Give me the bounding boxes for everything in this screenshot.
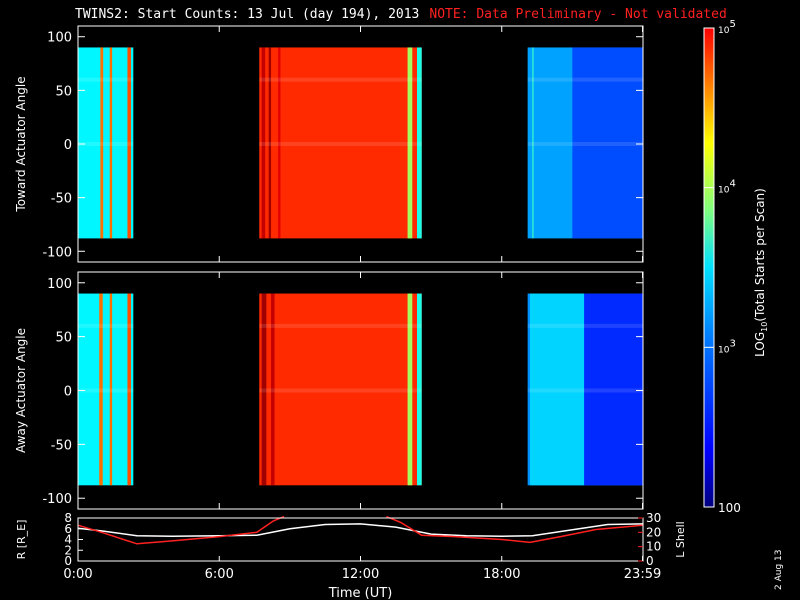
data-block <box>259 293 422 486</box>
data-stripe <box>278 47 281 239</box>
chart-title: TWINS2: Start Counts: 13 Jul (day 194), … <box>75 7 727 22</box>
data-stripe <box>127 47 131 239</box>
data-stripe <box>407 47 413 239</box>
left-axis-label: R [R_E] <box>15 520 28 560</box>
data-stripe <box>99 293 103 486</box>
data-stripe <box>261 293 267 486</box>
angle-band <box>259 77 422 82</box>
right-axis-label: L Shell <box>674 521 687 557</box>
colorbar-tick-base: 10 <box>718 26 730 36</box>
y-tick-label: -50 <box>51 192 72 207</box>
angle-band <box>259 323 422 328</box>
angle-band <box>259 142 422 146</box>
data-stripe <box>407 293 413 486</box>
data-stripe <box>530 293 585 486</box>
colorbar-label-log: LOG <box>753 332 767 357</box>
away-panel: 100 50 0 -50 -100 Away Actuator Angle <box>14 271 644 510</box>
data-stripe <box>109 47 113 239</box>
right-y-tick-label: 0 <box>646 554 654 568</box>
radius-line <box>78 523 643 538</box>
data-stripe <box>584 293 643 486</box>
colorbar-gradient <box>703 27 715 508</box>
y-tick-label: 100 <box>47 31 72 46</box>
data-stripe <box>100 47 104 239</box>
data-block <box>78 293 134 486</box>
title-note: NOTE: Data Preliminary - Not validated <box>429 7 727 22</box>
toward-panel: 100 50 0 -50 -100 Toward Actuator Angle <box>14 25 644 263</box>
y-tick-label: -100 <box>42 492 72 507</box>
data-stripe <box>127 293 131 486</box>
x-tick-label: 0:00 <box>63 567 92 582</box>
data-stripe <box>271 293 275 486</box>
colorbar-tick-base: 10 <box>718 345 730 355</box>
colorbar-tick-label: 105 <box>718 19 736 36</box>
right-y-tick-label: 10 <box>646 540 661 554</box>
x-tick-label: 23:59 <box>624 567 661 582</box>
colorbar-tick-label: 104 <box>718 179 736 196</box>
y-tick-label: -100 <box>42 245 72 260</box>
y-tick-label: 2 <box>64 543 72 557</box>
y-tick-label: 0 <box>64 554 72 568</box>
y-tick-label: 100 <box>47 277 72 292</box>
angle-band <box>78 142 134 146</box>
y-tick-label: 50 <box>55 331 72 346</box>
angle-band <box>78 388 134 393</box>
y-axis-label: Toward Actuator Angle <box>14 76 28 212</box>
y-tick-label: 6 <box>64 522 72 536</box>
y-tick-label: 8 <box>64 511 72 525</box>
angle-band <box>259 388 422 393</box>
x-axis-label: Time (UT) <box>328 586 393 600</box>
y-tick-label: -50 <box>51 438 72 453</box>
y-tick-label: 50 <box>55 84 72 99</box>
data-stripe <box>268 47 272 239</box>
right-y-tick-label: 30 <box>646 511 661 525</box>
colorbar-label-sub: 10 <box>760 322 769 332</box>
y-tick-label: 0 <box>64 138 72 153</box>
y-tick-label: 4 <box>64 533 72 547</box>
angle-band <box>527 142 643 146</box>
data-block <box>78 47 134 239</box>
colorbar-tick-label: 103 <box>718 338 736 355</box>
angle-band <box>527 323 643 328</box>
x-tick-label: 6:00 <box>205 567 234 582</box>
colorbar-tick-base: 10 <box>718 186 730 196</box>
colorbar-tick-base: 100 <box>718 501 741 515</box>
y-axis-label: Away Actuator Angle <box>14 328 28 453</box>
colorbar-label: LOG10(Total Starts per Scan) <box>753 188 769 357</box>
colorbar-tick-label: 100 <box>718 501 741 515</box>
data-stripe <box>417 47 422 239</box>
right-y-tick-label: 20 <box>646 525 661 539</box>
data-stripe <box>532 47 534 239</box>
lshell-line <box>386 515 643 544</box>
lshell-line <box>78 515 285 545</box>
colorbar-tick-exp: 3 <box>729 338 735 349</box>
angle-band <box>527 77 643 82</box>
angle-band <box>78 323 134 328</box>
colorbar-label-rest: (Total Starts per Scan) <box>753 188 767 322</box>
colorbar-tick-exp: 4 <box>729 179 735 190</box>
data-stripe <box>261 47 266 239</box>
y-tick-label: 0 <box>64 385 72 400</box>
x-tick-label: 12:00 <box>342 567 379 582</box>
title-main: TWINS2: Start Counts: 13 Jul (day 194), … <box>75 7 420 22</box>
angle-band <box>78 77 134 82</box>
data-stripe <box>417 293 422 486</box>
data-block <box>259 47 422 239</box>
data-stripe <box>572 47 643 239</box>
x-tick-label: 18:00 <box>483 567 520 582</box>
colorbar-tick-exp: 5 <box>729 19 735 30</box>
angle-band <box>527 388 643 393</box>
data-stripe <box>109 293 113 486</box>
